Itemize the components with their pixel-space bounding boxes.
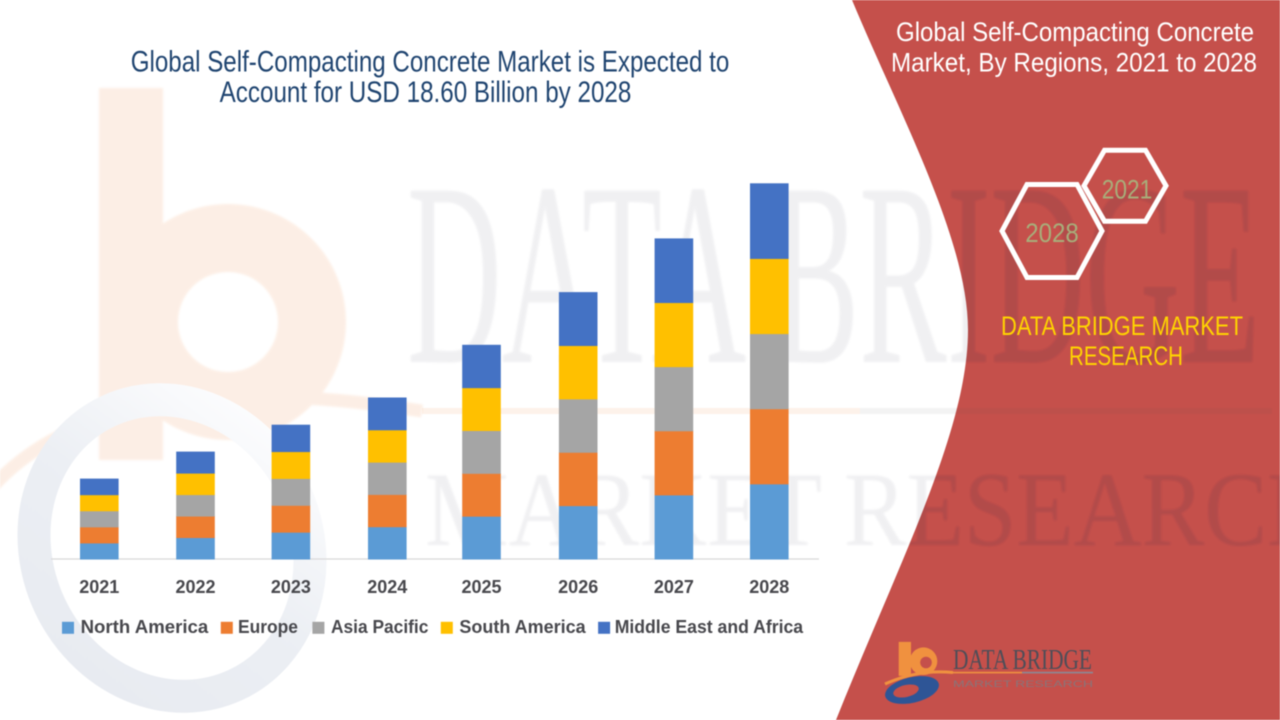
svg-text:Asia Pacific: Asia Pacific [331, 617, 428, 637]
svg-text:2027: 2027 [654, 577, 694, 597]
svg-text:2022: 2022 [175, 577, 215, 597]
svg-text:2026: 2026 [558, 577, 598, 597]
svg-text:RESEARCH: RESEARCH [1069, 341, 1183, 371]
svg-text:2028: 2028 [749, 577, 789, 597]
svg-text:2024: 2024 [367, 577, 407, 597]
svg-text:South America: South America [459, 617, 586, 637]
svg-text:Account for USD 18.60 Billion: Account for USD 18.60 Billion by 2028 [220, 76, 632, 109]
svg-text:MARKET RESEARCH: MARKET RESEARCH [953, 679, 1093, 689]
svg-text:2025: 2025 [461, 577, 501, 597]
svg-text:North America: North America [81, 617, 210, 637]
svg-text:2021: 2021 [1102, 175, 1153, 205]
svg-text:Europe: Europe [238, 617, 298, 637]
svg-text:2028: 2028 [1025, 218, 1079, 248]
svg-text:Middle East and Africa: Middle East and Africa [615, 617, 804, 637]
svg-text:DATA BRIDGE: DATA BRIDGE [953, 644, 1092, 676]
svg-text:DATA BRIDGE: DATA BRIDGE [407, 130, 1260, 419]
svg-text:2021: 2021 [79, 577, 119, 597]
svg-text:Global Self-Compacting Concret: Global Self-Compacting Concrete [896, 17, 1254, 47]
svg-text:Market, By Regions, 2021 to 20: Market, By Regions, 2021 to 2028 [891, 48, 1257, 78]
svg-text:Global Self-Compacting Concret: Global Self-Compacting Concrete Market i… [131, 46, 730, 79]
svg-text:2023: 2023 [271, 577, 311, 597]
svg-text:DATA BRIDGE MARKET: DATA BRIDGE MARKET [1001, 311, 1243, 341]
